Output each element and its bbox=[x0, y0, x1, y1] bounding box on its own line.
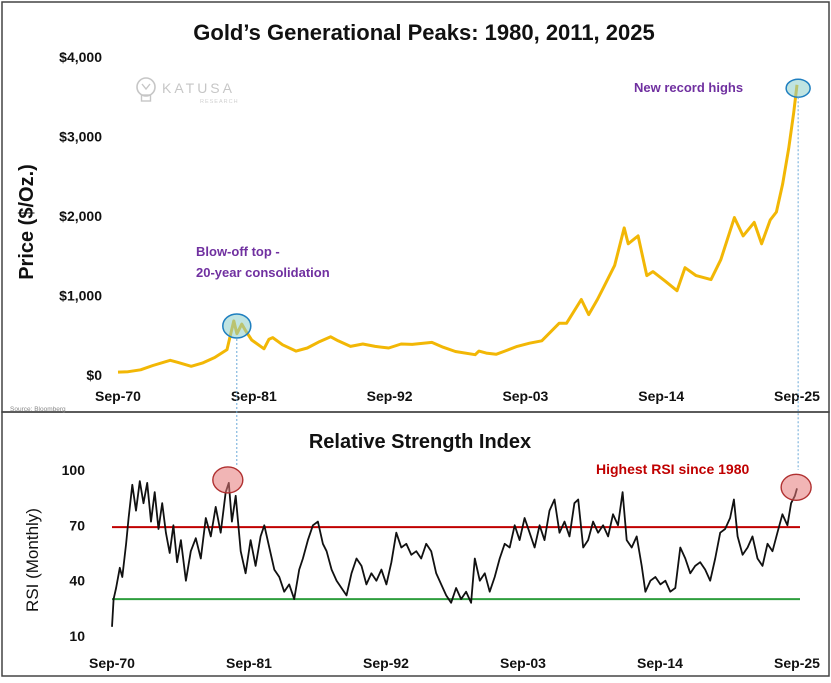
rsi-y-axis-label: RSI (Monthly) bbox=[23, 508, 42, 612]
connector-lines bbox=[236, 97, 799, 470]
price-x-tick-label: Sep-03 bbox=[502, 388, 548, 404]
rsi-plot: 10 40 70 100 Sep-70 Sep-81 Sep-92 Sep-03 Sep-14 S… bbox=[62, 461, 821, 671]
price-y-tick-label: $1,000 bbox=[59, 288, 102, 304]
price-x-tick-label: Sep-81 bbox=[231, 388, 277, 404]
rsi-x-tick-label: Sep-70 bbox=[89, 655, 135, 671]
rsi-line bbox=[111, 480, 798, 627]
rsi-x-tick-label: Sep-92 bbox=[363, 655, 409, 671]
rsi-x-tick-label: Sep-14 bbox=[637, 655, 683, 671]
price-y-axis-label: Price ($/Oz.) bbox=[16, 164, 38, 280]
lightbulb-icon bbox=[136, 77, 156, 102]
source-note: Source: Bloomberg bbox=[10, 406, 66, 413]
price-x-tick-label: Sep-25 bbox=[774, 388, 820, 404]
rsi-y-tick-label: 100 bbox=[62, 462, 86, 478]
price-y-tick-label: $2,000 bbox=[59, 208, 102, 224]
price-y-tick-label: $4,000 bbox=[59, 49, 102, 65]
rsi-x-tick-label: Sep-25 bbox=[774, 655, 820, 671]
price-x-tick-label: Sep-14 bbox=[638, 388, 684, 404]
rsi-2025-highlight bbox=[780, 473, 812, 501]
price-plot: $0 $1,000 $2,000 $3,000 $4,000 Sep-70 Sep-81 Se… bbox=[59, 49, 820, 404]
watermark-sub: RESEARCH bbox=[200, 99, 239, 105]
annotation-highest-rsi: Highest RSI since 1980 bbox=[596, 461, 750, 477]
annotation-blow-off-top: 20-year consolidation bbox=[196, 265, 330, 280]
rsi-y-tick-label: 10 bbox=[69, 628, 85, 644]
price-x-tick-label: Sep-70 bbox=[95, 388, 141, 404]
rsi-panel-border bbox=[1, 411, 830, 677]
annotation-blow-off-top: Blow-off top - bbox=[196, 244, 280, 259]
price-x-tick-label: Sep-92 bbox=[367, 388, 413, 404]
rsi-chart-title: Relative Strength Index bbox=[309, 431, 531, 453]
annotation-new-record-highs: New record highs bbox=[634, 80, 743, 95]
rsi-y-tick-label: 70 bbox=[69, 517, 85, 533]
peak-1980-highlight bbox=[222, 313, 252, 339]
peak-2025-highlight bbox=[785, 78, 811, 98]
price-y-tick-label: $0 bbox=[86, 367, 102, 383]
katusa-logo: KATUSA RESEARCH bbox=[136, 77, 239, 105]
rsi-y-tick-label: 40 bbox=[69, 573, 85, 589]
watermark-name: KATUSA bbox=[162, 80, 235, 96]
price-y-tick-label: $3,000 bbox=[59, 129, 102, 145]
price-chart-title: Gold’s Generational Peaks: 1980, 2011, 2… bbox=[193, 20, 654, 45]
rsi-x-tick-label: Sep-03 bbox=[500, 655, 546, 671]
rsi-x-tick-label: Sep-81 bbox=[226, 655, 272, 671]
rsi-1980-highlight bbox=[212, 466, 244, 494]
